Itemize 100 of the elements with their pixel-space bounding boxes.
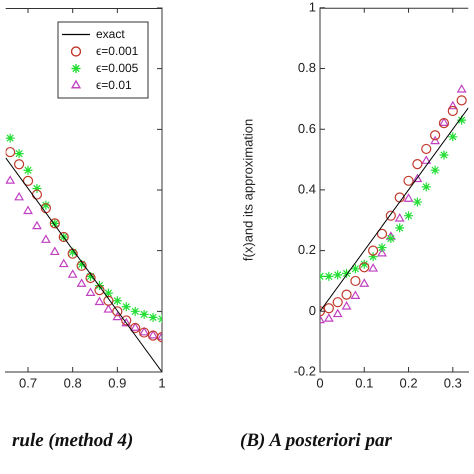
legend-label: ϵ=0.01 — [96, 78, 132, 92]
point — [140, 327, 149, 336]
point — [438, 118, 450, 128]
point — [139, 327, 150, 338]
x-tick-label: 0.7 — [18, 375, 38, 390]
point — [421, 144, 432, 154]
point — [77, 278, 86, 287]
point — [324, 314, 334, 322]
point — [403, 176, 414, 186]
point — [68, 270, 78, 278]
point — [394, 192, 405, 203]
point — [456, 114, 467, 126]
point — [342, 302, 352, 310]
point — [350, 276, 361, 286]
point — [448, 106, 458, 116]
point — [324, 271, 334, 282]
point — [421, 182, 432, 192]
point — [94, 297, 104, 306]
point — [130, 322, 140, 331]
x-tick-label: 0.8 — [64, 375, 82, 390]
point — [103, 296, 114, 306]
point — [350, 264, 361, 274]
point — [341, 268, 352, 278]
y-tick-label: 0 — [308, 302, 316, 318]
point — [350, 291, 360, 299]
y-tick-label: 1 — [308, 0, 316, 14]
point — [103, 288, 114, 298]
point — [359, 259, 370, 270]
point — [14, 192, 24, 200]
point — [14, 159, 24, 170]
point — [32, 183, 42, 194]
point — [386, 232, 396, 240]
point — [448, 132, 458, 142]
x-tick-label: 0.9 — [108, 375, 126, 390]
y-tick-label: 0.4 — [298, 181, 316, 196]
point — [404, 194, 414, 202]
point — [430, 136, 440, 144]
point — [394, 222, 405, 233]
point — [333, 309, 342, 318]
point — [94, 280, 105, 291]
point — [50, 247, 60, 256]
text: (B) A posteriori par — [240, 430, 392, 452]
legend-label: exact — [96, 26, 126, 41]
point — [368, 246, 378, 256]
legend-label: ϵ=0.001 — [96, 44, 139, 58]
point — [376, 228, 388, 240]
y-tick-label: 0.6 — [298, 120, 316, 136]
point — [456, 95, 467, 106]
x-tick-label: 0.2 — [400, 375, 418, 390]
point — [395, 214, 404, 222]
point — [121, 315, 132, 326]
point — [130, 306, 140, 316]
point — [130, 322, 140, 334]
point — [14, 148, 24, 159]
y-tick-label: 0.8 — [298, 60, 316, 76]
x-tick-label: 0.1 — [355, 375, 374, 390]
point — [22, 165, 34, 176]
point — [104, 304, 113, 313]
point — [386, 210, 396, 221]
point — [332, 270, 343, 280]
point — [430, 130, 440, 140]
point — [22, 176, 34, 186]
point — [412, 174, 422, 182]
point — [457, 84, 466, 93]
point — [359, 262, 370, 272]
point — [148, 330, 158, 338]
point — [341, 290, 352, 300]
point — [368, 252, 378, 262]
legend-label: ϵ=0.005 — [96, 60, 139, 75]
point — [32, 189, 42, 200]
point — [376, 242, 388, 253]
point — [112, 312, 122, 320]
point — [6, 176, 15, 184]
point — [386, 233, 396, 244]
point — [94, 285, 105, 296]
point — [448, 101, 458, 110]
point — [86, 288, 96, 296]
point — [112, 306, 122, 316]
point — [41, 234, 50, 243]
point — [148, 330, 158, 341]
y-axis-title: f(x)and its approximation — [240, 118, 256, 262]
point — [112, 296, 122, 306]
point — [121, 302, 132, 312]
point — [368, 264, 378, 272]
point — [59, 259, 68, 268]
point — [40, 200, 51, 210]
point — [139, 309, 150, 320]
point — [360, 278, 369, 287]
point — [438, 150, 450, 160]
point — [148, 312, 158, 322]
point — [24, 206, 33, 214]
point — [377, 248, 386, 256]
y-tick-label: 0.2 — [298, 242, 316, 258]
text: rule (method 4) — [12, 430, 134, 452]
point — [332, 297, 343, 308]
x-tick-label: 1 — [158, 375, 166, 390]
point — [403, 210, 414, 221]
x-tick-label: 0.3 — [444, 375, 462, 390]
y-tick-label: -0.2 — [294, 364, 316, 379]
point — [412, 196, 422, 208]
